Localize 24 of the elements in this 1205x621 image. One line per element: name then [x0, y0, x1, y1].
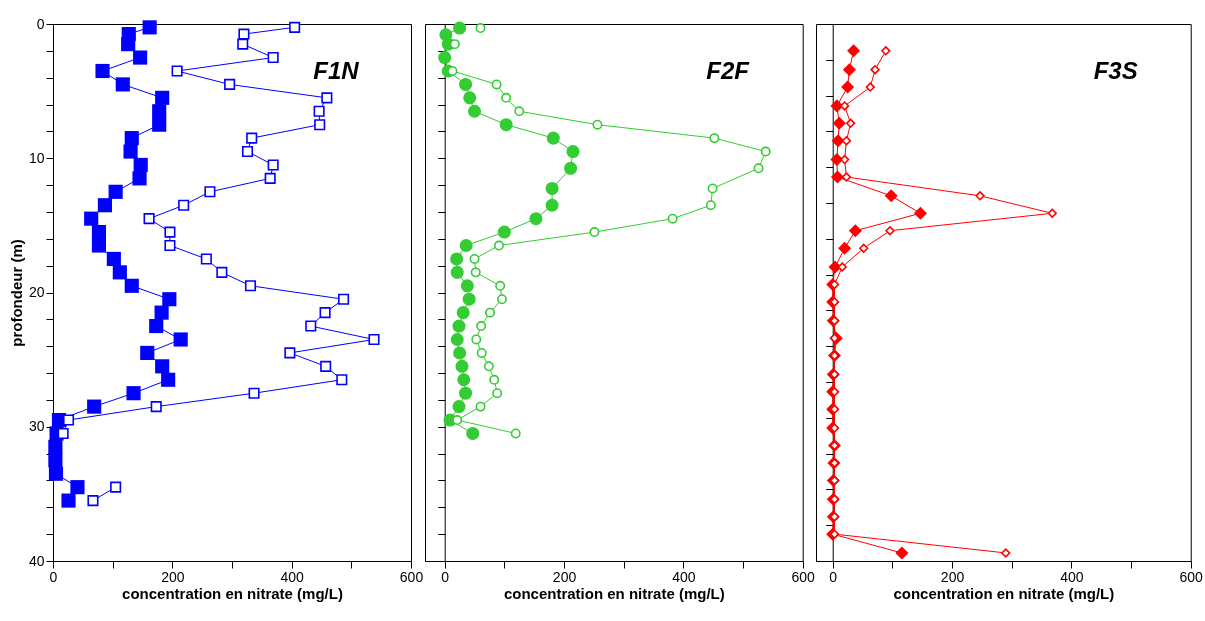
x-tick-label: 0: [49, 568, 58, 585]
x-tick-label: 400: [1060, 568, 1084, 585]
x-tick-label: 400: [280, 568, 305, 585]
x-axis-title: concentration en nitrate (mg/L): [503, 584, 725, 602]
x-axis-title: concentration en nitrate (mg/L): [122, 584, 343, 602]
x-tick-label: 200: [161, 568, 185, 585]
annotation: F3S: [1093, 57, 1138, 84]
x-tick-label: 600: [399, 568, 424, 585]
y-tick-label: 40: [28, 552, 45, 569]
annotation: F2F: [706, 57, 751, 84]
y-tick-label: 10: [28, 149, 45, 166]
x-axis-title: concentration en nitrate (mg/L): [893, 584, 1115, 602]
y-tick-label: 30: [28, 418, 45, 435]
x-tick-label: 600: [1179, 568, 1204, 585]
x-tick-label: 0: [441, 568, 450, 585]
x-tick-label: 400: [672, 568, 696, 585]
y-tick-label: 0: [36, 15, 45, 32]
x-tick-label: 200: [940, 568, 965, 585]
annotation: F1N: [313, 57, 360, 84]
y-tick-label: 20: [28, 284, 45, 300]
y-axis-title: profondeur (m): [7, 239, 25, 347]
x-tick-label: 200: [552, 568, 577, 585]
x-tick-label: 0: [829, 568, 838, 585]
x-tick-label: 600: [791, 568, 816, 585]
